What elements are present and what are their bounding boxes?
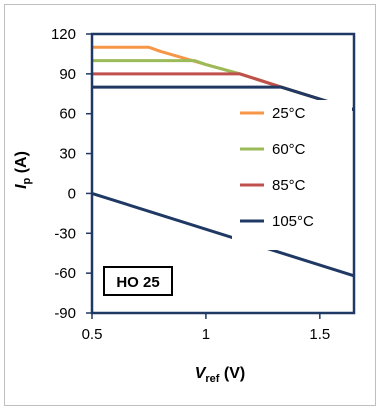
y-tick-label: 60 <box>59 106 76 123</box>
legend: 25°C 60°C 85°C 105°C <box>232 100 352 250</box>
plot-area-border <box>90 32 356 315</box>
legend-label: 85°C <box>272 177 306 194</box>
y-axis-title-unit: (A) <box>13 151 30 178</box>
y-tick-label: 120 <box>51 26 76 43</box>
legend-background <box>232 100 352 250</box>
annotation-frame <box>103 266 173 296</box>
x-tick-label: 1 <box>202 326 210 343</box>
y-axis-title: Ip (A) <box>13 151 33 189</box>
y-tick-label: -90 <box>54 305 76 322</box>
series-layer <box>91 45 355 278</box>
legend-label: 25°C <box>272 105 306 122</box>
legend-label: 60°C <box>272 141 306 158</box>
y-axis-title-main: I <box>13 184 30 189</box>
x-axis-title-sub: ref <box>205 373 219 385</box>
x-axis-title-main: V <box>195 365 207 382</box>
annotation-label: HO 25 <box>116 274 159 291</box>
x-axis-title: Vref (V) <box>195 365 246 385</box>
y-tick-label: 90 <box>59 66 76 83</box>
x-tick-label: 1.5 <box>309 326 330 343</box>
ticks-layer: 120 90 60 30 0 -30 -60 -90 0.5 1 1.5 <box>51 26 330 343</box>
y-tick-label: -60 <box>54 265 76 282</box>
y-tick-label: 30 <box>59 146 76 163</box>
series-line-4 <box>91 191 355 278</box>
legend-label: 105°C <box>272 213 314 230</box>
y-tick-label: 0 <box>68 185 76 202</box>
annotation-box: HO 25 <box>103 266 173 296</box>
x-tick-label: 0.5 <box>82 326 103 343</box>
x-axis-title-unit: (V) <box>219 365 245 382</box>
y-tick-label: -30 <box>54 225 76 242</box>
y-axis-title-sub: p <box>21 177 33 184</box>
